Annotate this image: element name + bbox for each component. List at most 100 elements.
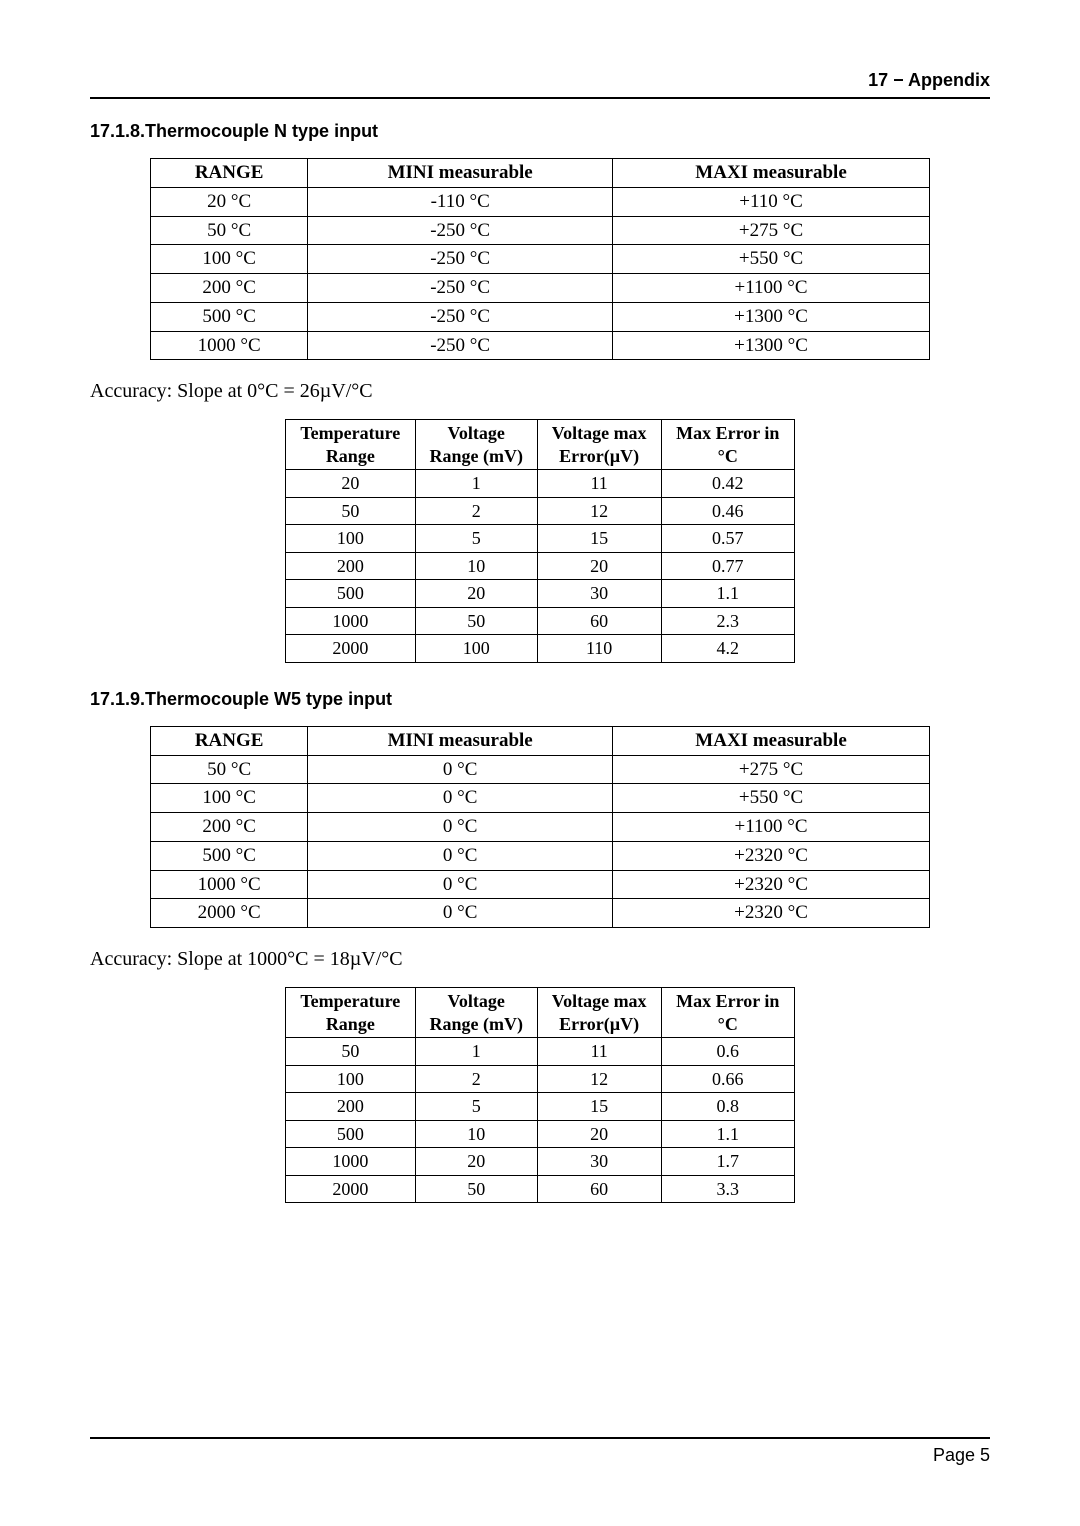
hdr-line1: Temperature: [300, 991, 400, 1011]
table-cell: +275 °C: [613, 216, 930, 245]
table-row: 501110.6: [286, 1038, 795, 1066]
table-cell: -250 °C: [308, 274, 613, 303]
table-cell: 500 °C: [151, 841, 308, 870]
table-cell: 11: [537, 470, 661, 498]
section-w5-error-table: Temperature Range Voltage Range (mV) Vol…: [285, 987, 795, 1203]
table-cell: 1000: [286, 1148, 416, 1176]
table-row: 2005150.8: [286, 1093, 795, 1121]
hdr-line1: Voltage max: [552, 991, 647, 1011]
table-row: 50 °C-250 °C+275 °C: [151, 216, 930, 245]
table-cell: 1.1: [661, 1120, 795, 1148]
table-cell: 200: [286, 552, 416, 580]
section-w5-accuracy: Accuracy: Slope at 1000°C = 18µV/°C: [90, 948, 990, 971]
table-cell: 0.42: [661, 470, 795, 498]
table-cell: +2320 °C: [613, 899, 930, 928]
table-cell: 0 °C: [308, 755, 613, 784]
table-cell: 2: [415, 497, 537, 525]
hdr-line2: Range: [326, 446, 375, 466]
table-header-row: Temperature Range Voltage Range (mV) Vol…: [286, 988, 795, 1038]
table-header-row: RANGE MINI measurable MAXI measurable: [151, 726, 930, 755]
table-cell: -110 °C: [308, 187, 613, 216]
section-w5-title: 17.1.9.Thermocouple W5 type input: [90, 689, 990, 710]
table-cell: +1100 °C: [613, 813, 930, 842]
table-cell: 110: [537, 635, 661, 663]
table-cell: 60: [537, 1175, 661, 1203]
table-cell: 0 °C: [308, 784, 613, 813]
hdr-line2: Range: [326, 1014, 375, 1034]
table-row: 200 °C-250 °C+1100 °C: [151, 274, 930, 303]
table-cell: +550 °C: [613, 245, 930, 274]
table-cell: 200 °C: [151, 274, 308, 303]
table-row: 100050602.3: [286, 607, 795, 635]
table-cell: 0.57: [661, 525, 795, 553]
table-cell: 0.6: [661, 1038, 795, 1066]
table-cell: 30: [537, 580, 661, 608]
table-cell: 10: [415, 1120, 537, 1148]
hdr-line2: Error(µV): [559, 446, 639, 466]
section-n-error-table: Temperature Range Voltage Range (mV) Vol…: [285, 419, 795, 663]
table-cell: 2: [415, 1065, 537, 1093]
table-cell: 1: [415, 1038, 537, 1066]
table-cell: 0 °C: [308, 899, 613, 928]
table-cell: +1300 °C: [613, 302, 930, 331]
table-cell: 1000 °C: [151, 331, 308, 360]
table-cell: 1000: [286, 607, 416, 635]
hdr-line2: Range (mV): [429, 1014, 522, 1034]
table-cell: 50: [286, 1038, 416, 1066]
table-cell: 3.3: [661, 1175, 795, 1203]
table-row: 100 °C-250 °C+550 °C: [151, 245, 930, 274]
col-voltage-error: Voltage max Error(µV): [537, 988, 661, 1038]
table-header-row: Temperature Range Voltage Range (mV) Vol…: [286, 420, 795, 470]
table-cell: 20: [415, 580, 537, 608]
section-n-range-table: RANGE MINI measurable MAXI measurable 20…: [150, 158, 930, 360]
col-temp-range: Temperature Range: [286, 420, 416, 470]
col-mini: MINI measurable: [308, 726, 613, 755]
table-cell: 2.3: [661, 607, 795, 635]
page-header: 17 − Appendix: [90, 70, 990, 99]
table-row: 20001001104.2: [286, 635, 795, 663]
table-cell: 0 °C: [308, 870, 613, 899]
table-cell: 200 °C: [151, 813, 308, 842]
table-cell: 500 °C: [151, 302, 308, 331]
hdr-line1: Max Error in: [676, 423, 779, 443]
col-max-error: Max Error in °C: [661, 988, 795, 1038]
table-cell: 0 °C: [308, 813, 613, 842]
table-cell: 4.2: [661, 635, 795, 663]
table-row: 500 °C-250 °C+1300 °C: [151, 302, 930, 331]
section-n-accuracy: Accuracy: Slope at 0°C = 26µV/°C: [90, 380, 990, 403]
section-n-title: 17.1.8.Thermocouple N type input: [90, 121, 990, 142]
table-cell: 15: [537, 1093, 661, 1121]
hdr-line2: Range (mV): [429, 446, 522, 466]
table-row: 50 °C0 °C+275 °C: [151, 755, 930, 784]
table-cell: 0.66: [661, 1065, 795, 1093]
table-cell: 50: [415, 1175, 537, 1203]
table-cell: 20 °C: [151, 187, 308, 216]
table-cell: 0.77: [661, 552, 795, 580]
table-row: 1000 °C0 °C+2320 °C: [151, 870, 930, 899]
table-cell: 60: [537, 607, 661, 635]
table-row: 200050603.3: [286, 1175, 795, 1203]
hdr-line1: Temperature: [300, 423, 400, 443]
table-cell: -250 °C: [308, 245, 613, 274]
table-cell: 2000 °C: [151, 899, 308, 928]
table-cell: -250 °C: [308, 331, 613, 360]
table-cell: +2320 °C: [613, 841, 930, 870]
table-row: 50010201.1: [286, 1120, 795, 1148]
col-voltage-range: Voltage Range (mV): [415, 988, 537, 1038]
table-row: 500 °C0 °C+2320 °C: [151, 841, 930, 870]
table-cell: 500: [286, 1120, 416, 1148]
col-mini: MINI measurable: [308, 159, 613, 188]
table-cell: +2320 °C: [613, 870, 930, 899]
table-row: 2000 °C0 °C+2320 °C: [151, 899, 930, 928]
table-cell: 200: [286, 1093, 416, 1121]
hdr-line1: Voltage: [448, 991, 505, 1011]
table-cell: +1100 °C: [613, 274, 930, 303]
table-row: 201110.42: [286, 470, 795, 498]
table-cell: 50 °C: [151, 755, 308, 784]
table-cell: 11: [537, 1038, 661, 1066]
col-maxi: MAXI measurable: [613, 726, 930, 755]
table-row: 100 °C0 °C+550 °C: [151, 784, 930, 813]
hdr-line1: Voltage max: [552, 423, 647, 443]
table-row: 1005150.57: [286, 525, 795, 553]
table-cell: 50: [415, 607, 537, 635]
